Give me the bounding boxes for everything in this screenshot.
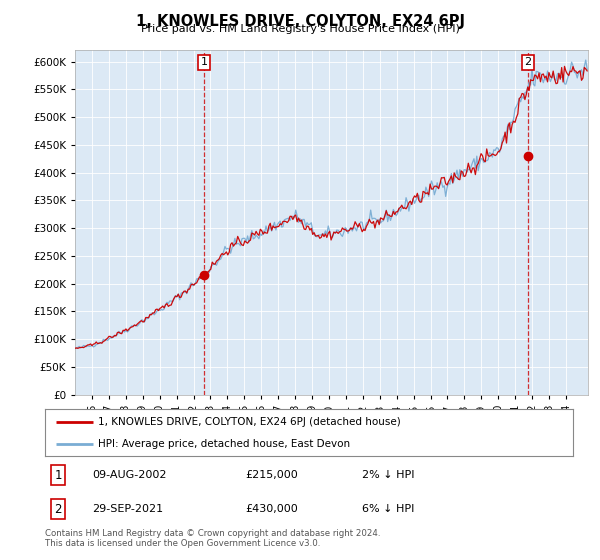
Text: Price paid vs. HM Land Registry's House Price Index (HPI): Price paid vs. HM Land Registry's House … — [140, 24, 460, 34]
Text: £430,000: £430,000 — [245, 505, 298, 515]
Text: 2: 2 — [55, 503, 62, 516]
Text: £215,000: £215,000 — [245, 470, 298, 480]
Text: This data is licensed under the Open Government Licence v3.0.: This data is licensed under the Open Gov… — [45, 539, 320, 548]
Text: 1, KNOWLES DRIVE, COLYTON, EX24 6PJ: 1, KNOWLES DRIVE, COLYTON, EX24 6PJ — [136, 14, 464, 29]
Text: 09-AUG-2002: 09-AUG-2002 — [92, 470, 167, 480]
Text: 1, KNOWLES DRIVE, COLYTON, EX24 6PJ (detached house): 1, KNOWLES DRIVE, COLYTON, EX24 6PJ (det… — [98, 417, 401, 427]
Text: 6% ↓ HPI: 6% ↓ HPI — [362, 505, 414, 515]
Text: 1: 1 — [200, 58, 208, 67]
Text: 2% ↓ HPI: 2% ↓ HPI — [362, 470, 415, 480]
Text: Contains HM Land Registry data © Crown copyright and database right 2024.: Contains HM Land Registry data © Crown c… — [45, 529, 380, 538]
Text: HPI: Average price, detached house, East Devon: HPI: Average price, detached house, East… — [98, 438, 350, 449]
Text: 29-SEP-2021: 29-SEP-2021 — [92, 505, 164, 515]
Text: 1: 1 — [55, 469, 62, 482]
Text: 2: 2 — [524, 58, 532, 67]
